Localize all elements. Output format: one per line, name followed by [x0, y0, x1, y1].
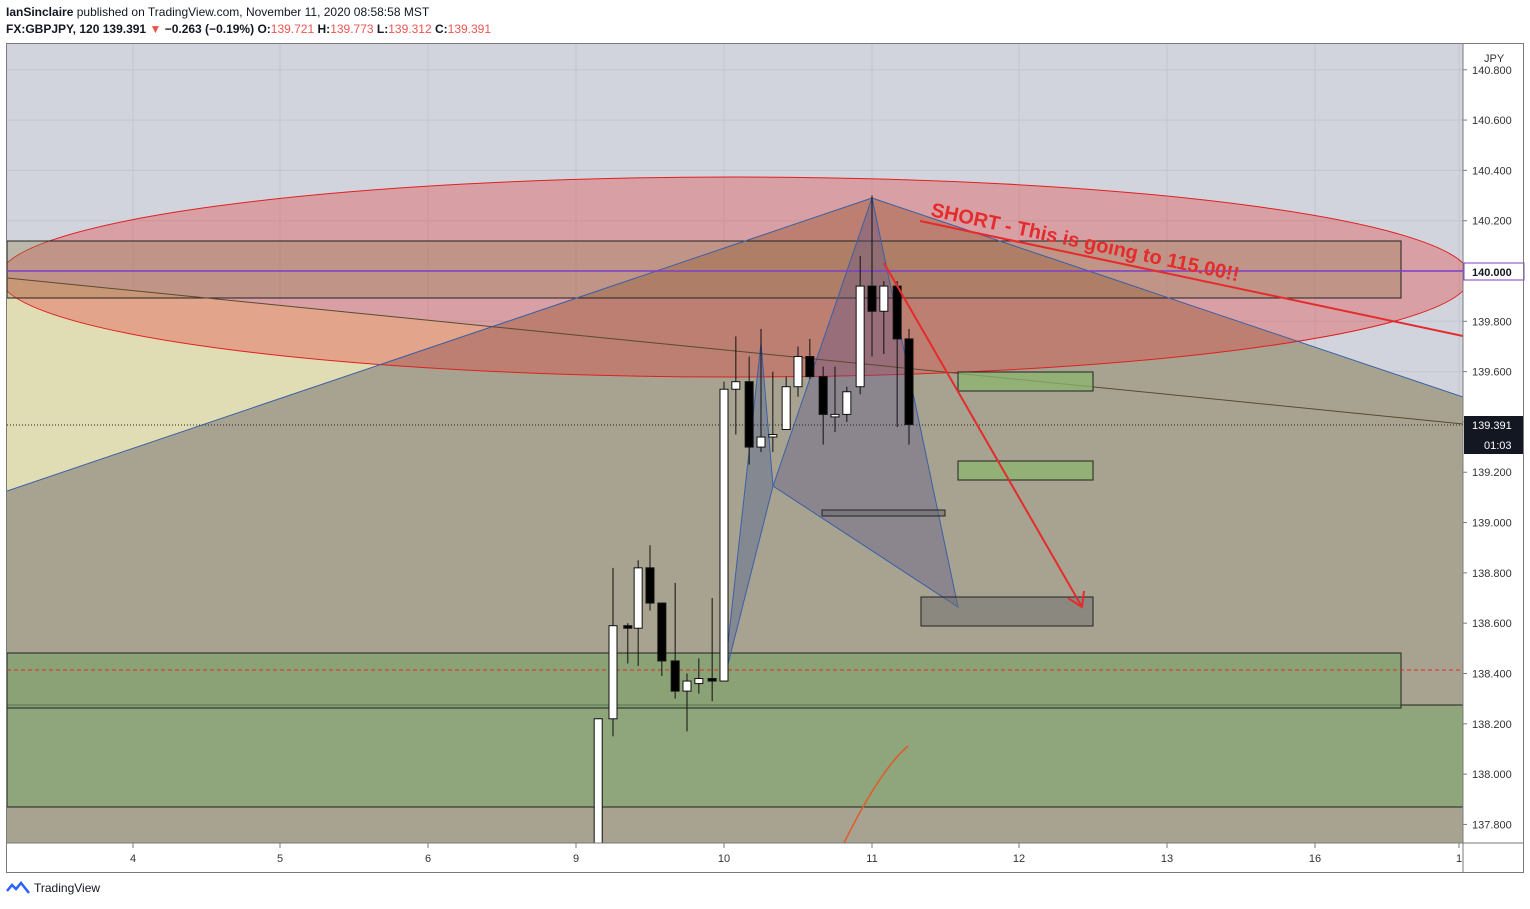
low-value: 139.312: [388, 22, 432, 36]
x-tick-label: 1: [1456, 853, 1462, 865]
candle-body: [645, 567, 655, 604]
drawings-layer: SHORT - This is going to 115.00!!: [7, 176, 1463, 843]
resistance-zone-box: [7, 240, 1402, 299]
arrow-head-icon: [1067, 590, 1085, 609]
target-box-1: [957, 371, 1094, 392]
candle-body: [744, 381, 754, 448]
chart-header: IanSinclaire published on TradingView.co…: [6, 4, 491, 38]
candles: [593, 195, 914, 843]
candle-body: [694, 678, 704, 685]
candle-body: [892, 285, 902, 340]
last-price-tag: 139.391 01:03: [1464, 416, 1524, 454]
x-tick-label: 9: [573, 853, 579, 865]
publish-info: published on TradingView.com, November 1…: [76, 5, 430, 19]
low-label: L:: [376, 22, 389, 36]
support-zone-upper: [7, 652, 1402, 709]
price-axis[interactable]: 140.800 140.600 140.400 140.200 140.000 139.8…: [1463, 65, 1512, 832]
x-tick-label: 11: [866, 853, 877, 865]
candle-body: [842, 391, 852, 415]
last-price-text: 139.391: [1472, 420, 1512, 432]
x-tick-label: 6: [425, 853, 431, 865]
chart-border: [6, 43, 1524, 873]
y-tick-label: 139.600: [1472, 367, 1512, 379]
candle-body: [781, 386, 791, 430]
candle-body: [830, 413, 840, 418]
tradingview-brand[interactable]: TradingView: [34, 881, 101, 895]
y-tick-label: 138.000: [1472, 769, 1512, 781]
candle-body: [657, 602, 667, 662]
y-tick-label: 139.200: [1472, 467, 1512, 479]
short-trend-arrow: [919, 220, 1463, 337]
candle-body: [855, 285, 865, 388]
countdown-text: 01:03: [1484, 440, 1512, 452]
y-tick-label: 140.600: [1472, 115, 1512, 127]
pattern-line-x: [7, 197, 873, 492]
candle-body: [731, 381, 741, 390]
hline-price-text: 140.000: [1472, 267, 1512, 279]
open-label: O:: [257, 22, 271, 36]
x-tick-label: 12: [1013, 853, 1025, 865]
x-tick-label: 5: [277, 853, 283, 865]
y-tick-label: 138.400: [1472, 668, 1512, 680]
currency-label: JPY: [1484, 53, 1505, 65]
x-tick-label: 13: [1161, 853, 1173, 865]
price-change: −0.263 (−0.19%): [164, 22, 255, 36]
last-price: 139.391: [102, 22, 147, 36]
y-tick-label: 140.800: [1472, 65, 1512, 77]
y-tick-label: 138.800: [1472, 568, 1512, 580]
y-tick-label: 137.800: [1472, 819, 1512, 831]
short-target-arrow: [883, 262, 1083, 608]
y-tick-label: 140.400: [1472, 165, 1512, 177]
close-label: C:: [434, 22, 448, 36]
candle-body: [633, 567, 643, 629]
target-box-4: [920, 596, 1094, 627]
candle-body: [719, 388, 729, 682]
orange-curve: [843, 745, 909, 843]
close-value: 139.391: [447, 22, 492, 36]
support-zone-lower: [7, 704, 1463, 808]
candle-body: [682, 680, 692, 692]
y-tick-label: 138.600: [1472, 618, 1512, 630]
candle-body: [879, 285, 889, 312]
trend-line: [7, 277, 1463, 425]
candle-body: [623, 625, 633, 629]
candle-body: [818, 376, 828, 415]
publish-line: IanSinclaire published on TradingView.co…: [6, 4, 491, 21]
y-tick-label: 138.200: [1472, 719, 1512, 731]
tradingview-logo-icon[interactable]: [6, 881, 30, 895]
x-tick-label: 4: [130, 853, 136, 865]
author[interactable]: IanSinclaire: [6, 5, 74, 19]
candle-body: [707, 678, 717, 682]
harmonic-bcd-triangle: [772, 196, 959, 609]
x-tick-label: 16: [1309, 853, 1321, 865]
candle-body: [593, 718, 603, 843]
resistance-ellipse: [7, 176, 1463, 378]
candle-body: [608, 625, 618, 720]
high-label: H:: [317, 22, 331, 36]
candle-body: [670, 660, 680, 692]
y-tick-label: 140.200: [1472, 216, 1512, 228]
x-tick-label: 10: [718, 853, 730, 865]
time-axis[interactable]: 4 5 6 9 10 11 12 13 16 1: [130, 843, 1462, 865]
candle-body: [756, 436, 766, 448]
candle-body: [904, 338, 914, 425]
footer: TradingView: [6, 881, 100, 895]
candle-body: [805, 356, 815, 378]
y-tick-label: 139.000: [1472, 518, 1512, 530]
candle-body: [768, 434, 778, 438]
candle-body: [793, 356, 803, 388]
y-tick-label: 139.800: [1472, 316, 1512, 328]
high-value: 139.773: [330, 22, 374, 36]
target-box-2: [957, 460, 1094, 481]
ohlc-line: FX:GBPJPY, 120 139.391 ▼ −0.263 (−0.19%)…: [6, 21, 491, 38]
open-value: 139.721: [270, 22, 315, 36]
target-box-3: [821, 509, 946, 517]
symbol-label[interactable]: FX:GBPJPY, 120: [6, 22, 100, 36]
hline-price-tag: 140.000: [1463, 262, 1525, 281]
down-triangle-icon: ▼: [149, 22, 162, 36]
candle-body: [867, 285, 877, 312]
